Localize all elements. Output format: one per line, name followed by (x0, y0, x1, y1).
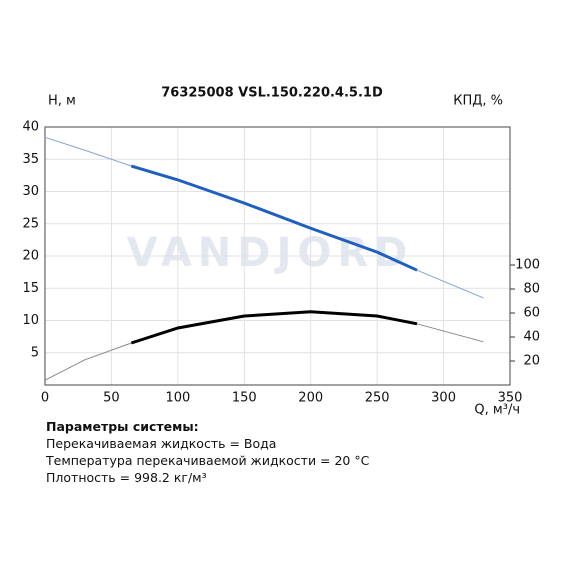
y-tick-label: 25 (22, 216, 39, 231)
y2-tick-label: 60 (523, 306, 540, 321)
chart-title: 76325008 VSL.150.220.4.5.1D (161, 86, 383, 101)
y-tick-label: 15 (22, 281, 39, 296)
x-tick-label: 250 (365, 391, 390, 406)
y2-tick-label: 80 (523, 282, 540, 297)
notes: Параметры системы: Перекачиваемая жидкос… (46, 418, 369, 486)
y-tick-label: 10 (22, 313, 39, 328)
series-line (130, 164, 418, 272)
x-tick-label: 350 (498, 391, 523, 406)
y-tick-label: 30 (22, 184, 39, 199)
note-line: Температура перекачиваемой жидкости = 20… (46, 453, 370, 468)
note-line: Перекачиваемая жидкость = Вода (46, 436, 277, 451)
y2-tick-label: 20 (523, 354, 540, 369)
x-tick-label: 50 (103, 391, 120, 406)
y-tick-label: 5 (31, 345, 39, 360)
y2-axis-label: КПД, % (453, 94, 503, 109)
y-axis-label: H, м (48, 94, 76, 109)
x-tick-label: 300 (431, 391, 456, 406)
x-tick-label: 200 (298, 391, 323, 406)
y-tick-label: 35 (22, 152, 39, 167)
watermark: VANDJORD (127, 230, 414, 276)
x-axis-label: Q, м³/ч (474, 403, 520, 418)
y-tick-label: 40 (22, 120, 39, 135)
y2-tick-label: 40 (523, 330, 540, 345)
y2-tick-label: 100 (515, 258, 540, 273)
plot-frame (44, 126, 511, 386)
x-tick-label: 150 (232, 391, 257, 406)
x-tick-label: 100 (165, 391, 190, 406)
x-tick-label: 0 (41, 391, 49, 406)
y-tick-label: 20 (22, 249, 39, 264)
series-line (44, 311, 484, 381)
series-line (130, 310, 418, 345)
notes-heading: Параметры системы: (46, 419, 199, 434)
note-line: Плотность = 998.2 кг/м³ (46, 470, 207, 485)
